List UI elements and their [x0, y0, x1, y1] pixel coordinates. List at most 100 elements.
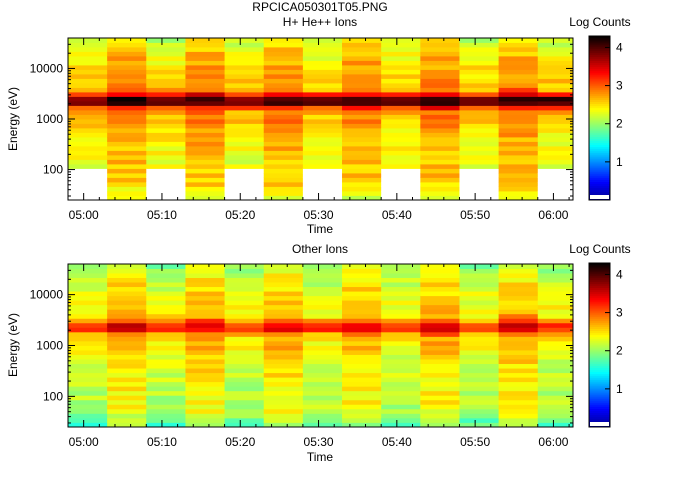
heatmap-cell: [302, 336, 343, 342]
heatmap-cell: [263, 408, 304, 414]
heatmap-cell: [420, 128, 460, 133]
heatmap-cell: [224, 327, 265, 333]
heatmap-cell: [498, 164, 539, 169]
heatmap-cell: [107, 381, 147, 387]
heatmap-cell: [68, 168, 108, 174]
heatmap-cell: [146, 119, 186, 124]
heatmap-cell: [342, 150, 382, 156]
heatmap-cell: [381, 60, 421, 66]
colorbar-segment: [589, 386, 610, 389]
heatmap-cell: [107, 350, 147, 355]
heatmap-cell: [185, 96, 225, 102]
heatmap-cell: [185, 417, 225, 423]
heatmap-cell: [420, 87, 460, 93]
heatmap-cell: [537, 110, 574, 115]
heatmap-cell: [263, 42, 304, 48]
heatmap-cell: [107, 264, 147, 269]
heatmap-cell: [381, 38, 421, 43]
heatmap-cell: [68, 340, 108, 346]
heatmap-cell: [68, 128, 108, 133]
heatmap-cell: [107, 304, 147, 310]
heatmap-cell: [381, 331, 421, 337]
colorbar-tick-label: 1: [616, 382, 623, 396]
heatmap-cell: [224, 381, 265, 387]
heatmap-cell: [302, 87, 343, 93]
heatmap-cell: [537, 123, 574, 129]
heatmap-cell: [302, 368, 343, 374]
heatmap-cell: [263, 322, 304, 328]
heatmap-cell: [459, 282, 500, 288]
heatmap-cell: [224, 78, 265, 84]
heatmap-cell: [342, 132, 382, 138]
heatmap-cell: [459, 350, 500, 355]
heatmap-cell: [459, 182, 500, 187]
heatmap-cell: [68, 390, 108, 396]
heatmap-cell: [146, 96, 186, 102]
heatmap-cell: [498, 318, 539, 324]
heatmap-cell: [263, 56, 304, 61]
heatmap-cell: [185, 150, 225, 156]
heatmap-cell: [498, 277, 539, 283]
heatmap-cell: [68, 404, 108, 410]
heatmap-cell: [224, 96, 265, 102]
heatmap-cell: [185, 309, 225, 315]
colorbar-segment: [589, 148, 610, 152]
heatmap-cell: [68, 413, 108, 419]
heatmap-cell: [302, 168, 343, 174]
heatmap-cell: [146, 150, 186, 156]
heatmap-cell: [459, 386, 500, 392]
heatmap-cell: [381, 359, 421, 365]
colorbar-segment: [589, 181, 610, 184]
heatmap-cell: [537, 286, 574, 292]
heatmap-cell: [68, 51, 108, 57]
heatmap-cell: [302, 78, 343, 84]
heatmap-cell: [107, 141, 147, 147]
heatmap-cell: [263, 350, 304, 355]
heatmap-cell: [498, 273, 539, 278]
heatmap-cell: [459, 146, 500, 151]
heatmap-cell: [342, 65, 382, 70]
colorbar-segment: [589, 163, 610, 166]
heatmap-cell: [420, 264, 460, 269]
heatmap-cell: [302, 119, 343, 124]
heatmap-cell: [146, 408, 186, 414]
heatmap-cell: [459, 137, 500, 142]
heatmap-cell: [263, 137, 304, 142]
colorbar-segment: [589, 138, 610, 141]
heatmap-cell: [537, 422, 574, 428]
heatmap-cell: [302, 96, 343, 102]
heatmap-cell: [224, 123, 265, 129]
y-tick-label: 10000: [30, 288, 64, 302]
colorbar-segment: [589, 304, 610, 307]
heatmap-cell: [68, 92, 108, 97]
heatmap-cell: [420, 141, 460, 147]
heatmap-cell: [498, 159, 539, 165]
heatmap-cell: [537, 164, 574, 169]
heatmap-cell: [420, 309, 460, 315]
colorbar-segment: [589, 293, 610, 297]
heatmap-cell: [342, 404, 382, 410]
heatmap-cell: [459, 177, 500, 183]
colorbar-segment: [589, 56, 610, 59]
colorbar-segment: [589, 46, 610, 49]
heatmap-cell: [68, 381, 108, 387]
heatmap-cell: [459, 417, 500, 423]
heatmap-cell: [420, 331, 460, 337]
heatmap-cell: [342, 363, 382, 369]
colorbar-frame: [588, 35, 611, 201]
colorbar-segment: [589, 165, 610, 168]
heatmap-cell: [537, 350, 574, 355]
colorbar-segment: [589, 404, 610, 407]
heatmap-cell: [185, 146, 225, 151]
panel1-heatmap: [68, 38, 574, 201]
colorbar-segment: [589, 400, 610, 403]
heatmap-cell: [263, 291, 304, 297]
heatmap-cell: [537, 159, 574, 165]
heatmap-cell: [185, 137, 225, 142]
heatmap-cell: [185, 359, 225, 365]
heatmap-cell: [381, 186, 421, 192]
heatmap-cell: [342, 286, 382, 292]
heatmap-cell: [224, 331, 265, 337]
heatmap-cell: [342, 60, 382, 66]
colorbar-segment: [589, 273, 610, 276]
